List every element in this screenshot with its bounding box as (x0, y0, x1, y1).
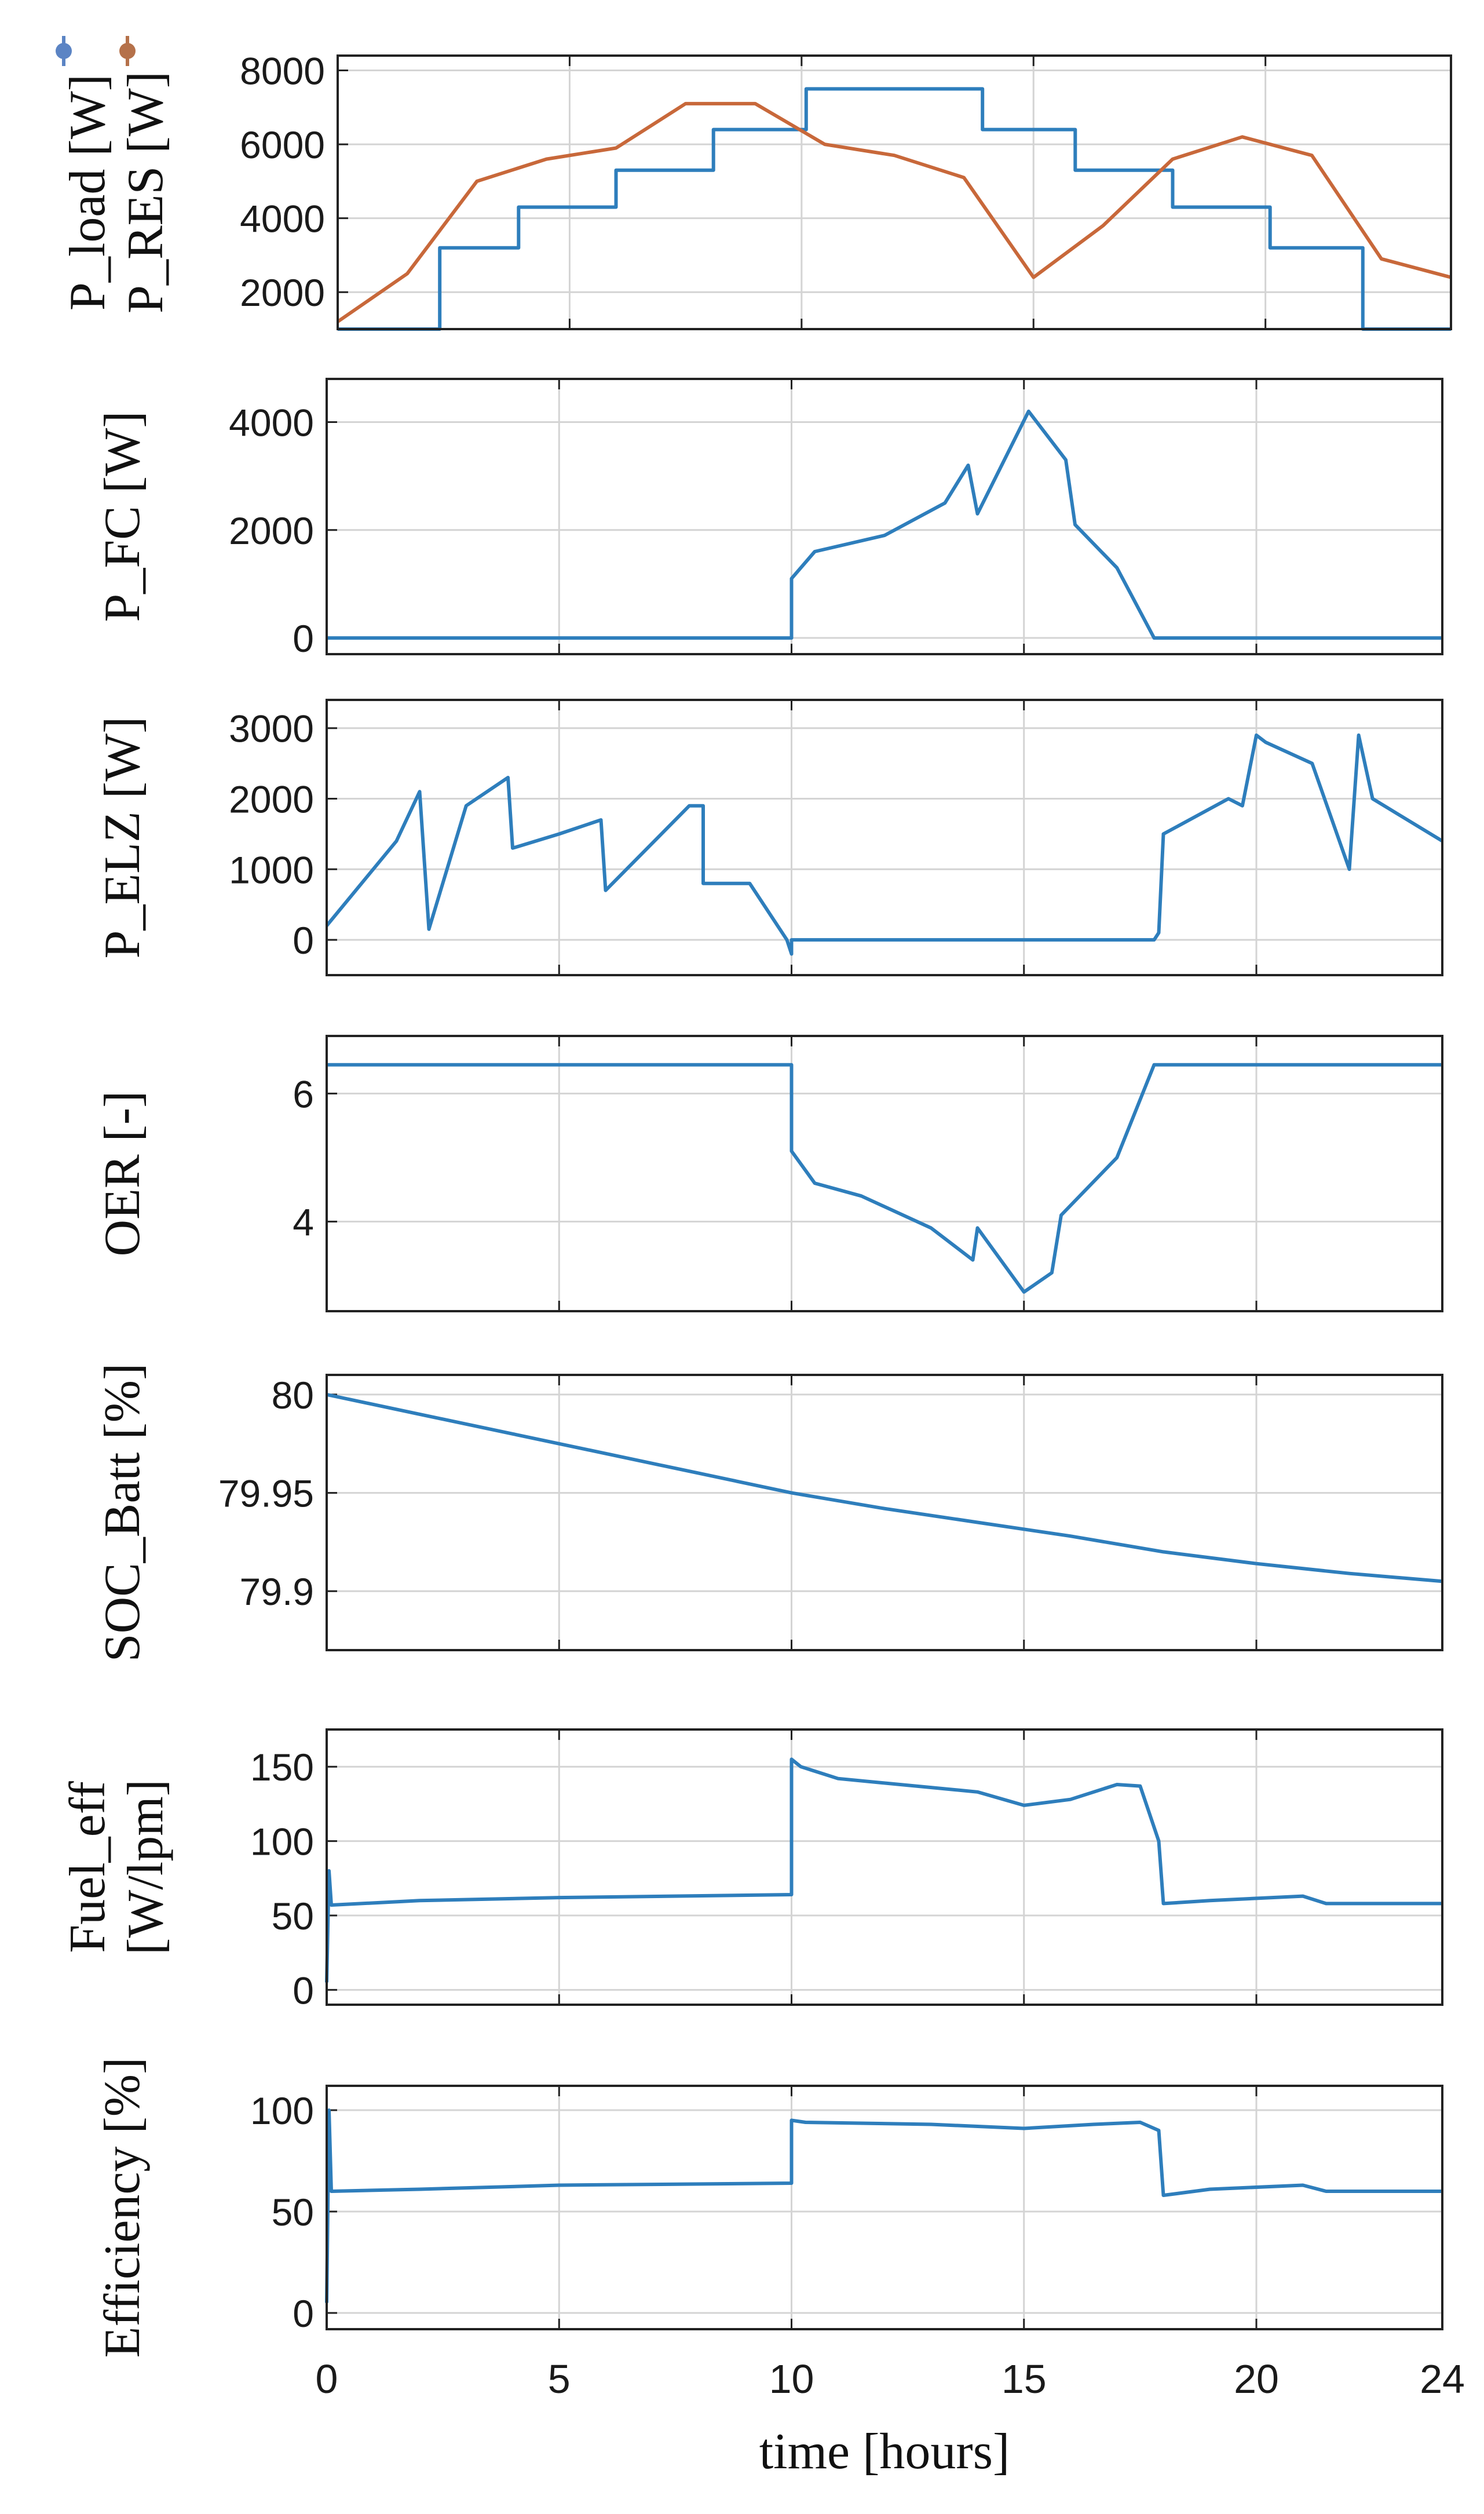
axes-frame (326, 1374, 1443, 1651)
panel-5: 79.9 79.95 80 SOC_Batt [%] (94, 1363, 1443, 1662)
y-tick-label: 150 (250, 1746, 314, 1789)
y-tick-label: 4000 (240, 198, 325, 240)
y-tick-label: 4000 (229, 402, 314, 444)
panel-2: 0 2000 4000 P_FC [W] (94, 378, 1443, 660)
axes-background (327, 379, 1442, 654)
y-tick-label: 6 (293, 1072, 314, 1115)
axes-background (327, 700, 1442, 975)
y-tick-label: 2000 (240, 271, 325, 314)
series-line-p-fc (327, 409, 1442, 640)
y-axis-label: P_load [W] (60, 74, 116, 311)
series-line-fuel-eff (325, 1757, 1442, 1983)
x-tick-label: 5 (548, 2356, 571, 2402)
series-line-p-load (338, 87, 1451, 331)
y-tick-label: 100 (250, 1820, 314, 1863)
panel-1: 2000 4000 6000 8000 P_load [W] P_RES [W] (56, 36, 1452, 331)
y-tick-label: 0 (293, 617, 314, 660)
y-tick-label: 79.9 (240, 1570, 314, 1613)
y-tick-label: 8000 (240, 50, 325, 93)
y-tick-label: 80 (272, 1374, 314, 1417)
y-axis-label: [W/lpm] (118, 1779, 174, 1955)
axes-background (327, 1729, 1442, 2005)
panel-4: 4 6 OER [-] (94, 1035, 1443, 1312)
x-tick-label: 24 (1420, 2356, 1465, 2402)
y-axis-label: Efficiency [%] (94, 2057, 151, 2358)
y-tick-label: 4 (293, 1201, 314, 1243)
panel-7: 0 50 100 0 5 10 15 20 24 time [hours] Efficiency [… (94, 2057, 1465, 2480)
series-line-oer (327, 1063, 1442, 1294)
y-tick-label: 3000 (229, 707, 314, 750)
y-tick-label: 50 (272, 2191, 314, 2234)
y-axis-label: OER [-] (94, 1091, 151, 1257)
x-tick-label: 0 (316, 2356, 338, 2402)
y-tick-label: 6000 (240, 123, 325, 166)
y-axis-label: P_RES [W] (118, 71, 174, 313)
panel-3: 0 1000 2000 3000 P_ELZ [W] (94, 699, 1443, 976)
x-tick-label: 20 (1234, 2356, 1279, 2402)
y-tick-label: 1000 (229, 848, 314, 891)
axes-frame (326, 378, 1443, 655)
y-axis-label: Fuel_eff (60, 1781, 116, 1953)
y-tick-label: 50 (272, 1895, 314, 1938)
axes-frame (326, 1728, 1443, 2006)
y-axis-label: P_FC [W] (94, 411, 151, 622)
axes-frame (337, 54, 1452, 330)
series-line-p-elz (325, 733, 1443, 956)
y-tick-label: 79.95 (218, 1472, 314, 1515)
series-line-soc-batt (326, 1392, 1443, 1583)
y-tick-label: 100 (250, 2089, 314, 2132)
axes-background (327, 1375, 1442, 1650)
x-axis-label: time [hours] (759, 2424, 1010, 2480)
x-tick-label: 10 (769, 2356, 814, 2402)
y-tick-label: 0 (293, 2292, 314, 2335)
y-tick-label: 2000 (229, 778, 314, 821)
series-line-efficiency (325, 2108, 1442, 2303)
panel-6: 0 50 100 150 Fuel_eff [W/lpm] (60, 1728, 1443, 2012)
y-tick-label: 0 (293, 919, 314, 962)
axes-frame (326, 1035, 1443, 1312)
y-tick-label: 2000 (229, 509, 314, 552)
axes-background (327, 1036, 1442, 1311)
y-axis-label: P_ELZ [W] (94, 717, 151, 959)
series-line-p-res (337, 101, 1452, 323)
y-tick-label: 0 (293, 1969, 314, 2012)
axes-background (338, 56, 1451, 329)
axes-frame (326, 699, 1443, 976)
axes-frame (326, 2085, 1443, 2330)
y-axis-label: SOC_Batt [%] (94, 1363, 151, 1662)
x-tick-label: 15 (1001, 2356, 1047, 2402)
